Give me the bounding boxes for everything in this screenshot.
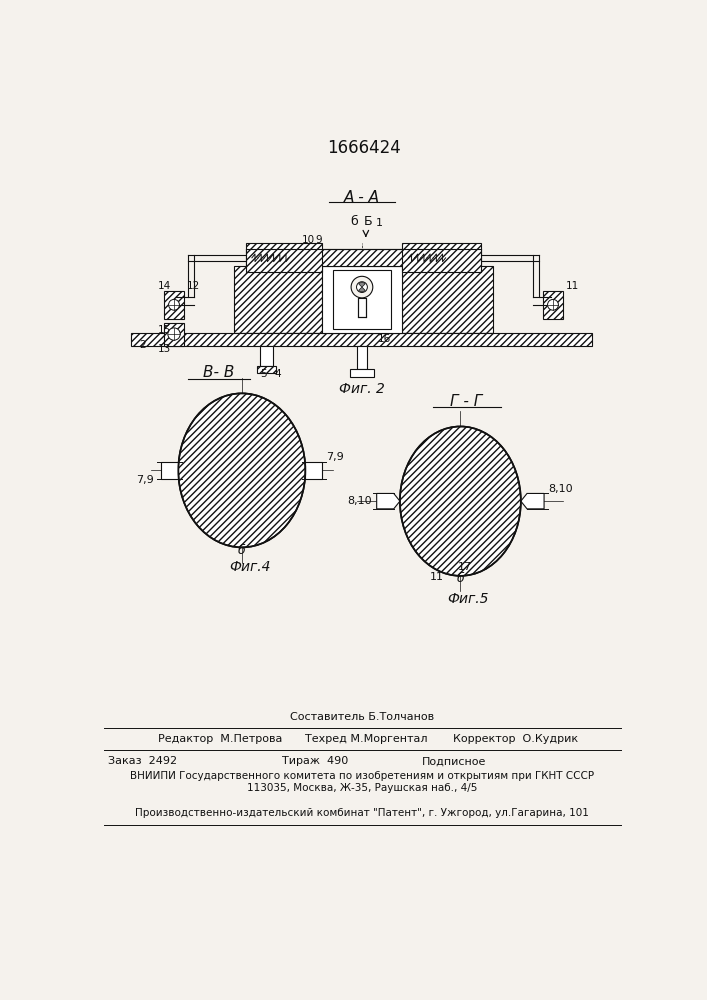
- Text: 16: 16: [378, 334, 391, 344]
- Text: Тираж  490: Тираж 490: [282, 756, 349, 766]
- Circle shape: [168, 299, 180, 310]
- Text: Корректор  О.Кудрик: Корректор О.Кудрик: [452, 734, 578, 744]
- Polygon shape: [543, 291, 563, 319]
- Text: 13: 13: [158, 344, 171, 354]
- Text: 7,9: 7,9: [136, 475, 154, 485]
- Wedge shape: [358, 287, 366, 292]
- Polygon shape: [246, 249, 481, 266]
- Polygon shape: [356, 346, 368, 369]
- Polygon shape: [349, 369, 374, 377]
- Polygon shape: [305, 462, 322, 479]
- Polygon shape: [358, 298, 366, 317]
- Text: Б: Б: [364, 215, 373, 228]
- Text: Техред М.Моргентал: Техред М.Моргентал: [305, 734, 428, 744]
- Text: 1666424: 1666424: [327, 139, 400, 157]
- Polygon shape: [164, 291, 184, 319]
- Text: 12: 12: [187, 281, 200, 291]
- Text: 8,10: 8,10: [549, 484, 573, 494]
- Text: 7,9: 7,9: [327, 452, 344, 462]
- Polygon shape: [131, 333, 592, 346]
- Text: б: б: [351, 215, 358, 228]
- Polygon shape: [164, 323, 184, 346]
- Text: Подписное: Подписное: [421, 756, 486, 766]
- Text: б: б: [457, 572, 464, 585]
- Text: Фиг.5: Фиг.5: [448, 592, 489, 606]
- Ellipse shape: [178, 393, 305, 547]
- Polygon shape: [402, 243, 481, 272]
- Circle shape: [168, 328, 180, 340]
- Text: 2: 2: [139, 340, 146, 350]
- Circle shape: [356, 282, 368, 292]
- Text: 8,10: 8,10: [347, 496, 372, 506]
- Polygon shape: [402, 266, 493, 333]
- Polygon shape: [234, 266, 322, 333]
- Text: 1: 1: [376, 218, 383, 228]
- Text: б: б: [238, 544, 246, 557]
- Polygon shape: [257, 366, 276, 373]
- Text: 11: 11: [429, 572, 443, 582]
- Text: Составитель Б.Толчанов: Составитель Б.Толчанов: [290, 712, 434, 722]
- Text: Фиг. 2: Фиг. 2: [339, 382, 385, 396]
- Ellipse shape: [400, 426, 521, 576]
- Polygon shape: [161, 462, 178, 479]
- Polygon shape: [246, 243, 322, 272]
- Circle shape: [547, 299, 559, 310]
- Text: ВНИИПИ Государственного комитета по изобретениям и открытиям при ГКНТ СССР: ВНИИПИ Государственного комитета по изоб…: [130, 771, 594, 781]
- Polygon shape: [332, 270, 392, 329]
- Text: 17: 17: [458, 562, 472, 572]
- Text: 4: 4: [274, 369, 281, 379]
- Text: 11: 11: [566, 281, 579, 291]
- Text: Редактор  М.Петрова: Редактор М.Петрова: [158, 734, 283, 744]
- Polygon shape: [377, 493, 400, 509]
- Wedge shape: [358, 282, 366, 287]
- Text: Заказ  2492: Заказ 2492: [107, 756, 177, 766]
- Text: Г - Г: Г - Г: [450, 394, 483, 409]
- Text: А - А: А - А: [344, 190, 380, 205]
- Polygon shape: [322, 266, 402, 333]
- Text: 10: 10: [301, 235, 315, 245]
- Text: 14: 14: [158, 281, 171, 291]
- Text: В- В: В- В: [203, 365, 234, 380]
- Polygon shape: [260, 346, 273, 366]
- Circle shape: [351, 276, 373, 298]
- Text: 5: 5: [260, 369, 267, 379]
- Text: 113035, Москва, Ж-35, Раушская наб., 4/5: 113035, Москва, Ж-35, Раушская наб., 4/5: [247, 783, 477, 793]
- Text: 15: 15: [158, 325, 171, 335]
- Text: 9: 9: [315, 235, 322, 245]
- Text: Фиг.4: Фиг.4: [229, 560, 270, 574]
- Text: Производственно-издательский комбинат "Патент", г. Ужгород, ул.Гагарина, 101: Производственно-издательский комбинат "П…: [135, 808, 589, 818]
- Polygon shape: [521, 493, 544, 509]
